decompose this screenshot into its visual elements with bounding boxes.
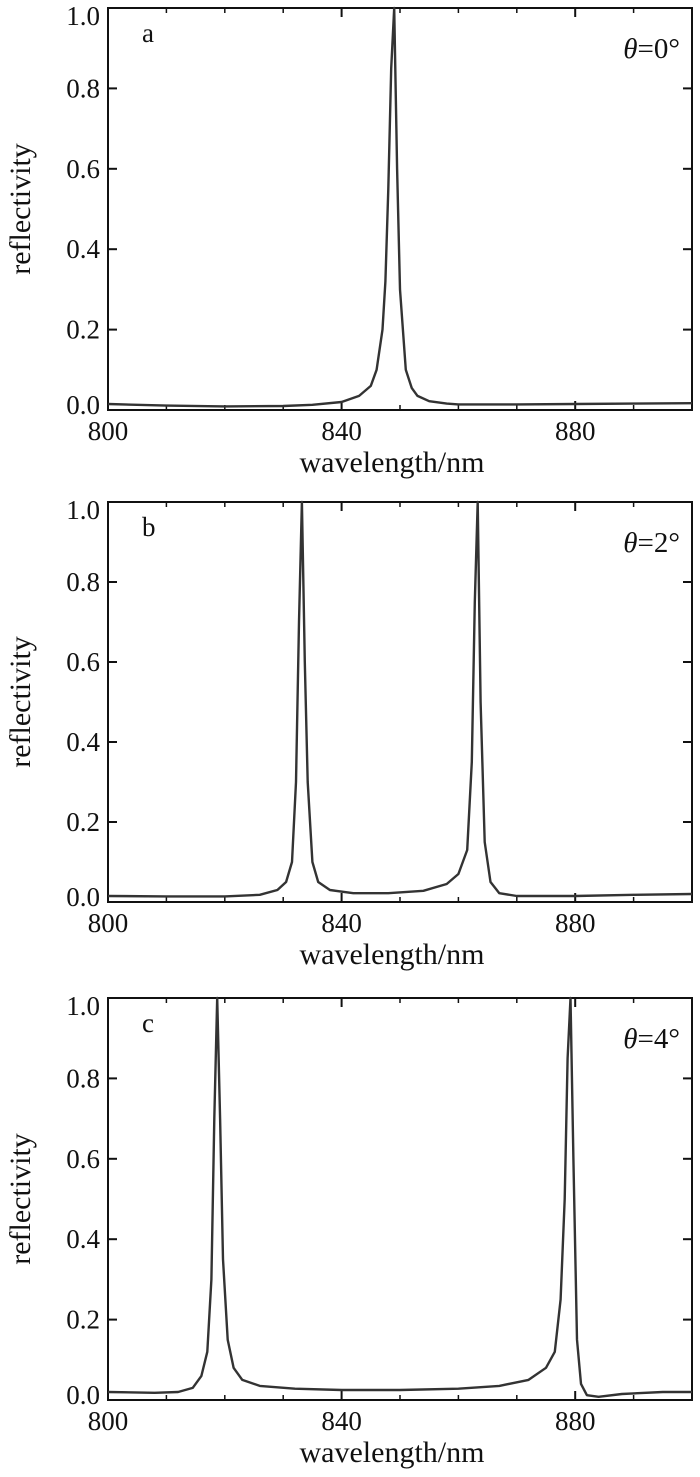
y-tick-label: 0.6 <box>66 154 100 184</box>
plot-frame <box>107 501 693 903</box>
chart-panel-c: 0.0 0.2 0.4 0.6 0.8 1.0 800 840 880 wavelength/nm… <box>4 991 693 1469</box>
x-tick-label: 880 <box>555 908 596 938</box>
chart-panel-b: 0.0 0.2 0.4 0.6 0.8 1.0 800 840 880 wavelength/nm… <box>4 495 693 971</box>
x-tick-label: 840 <box>321 416 362 446</box>
angle-value: =4° <box>638 1023 680 1055</box>
y-tick-label: 0.8 <box>66 1063 100 1093</box>
panel-label: b <box>142 512 156 542</box>
plot-frame <box>107 7 693 411</box>
x-tick-label: 880 <box>555 1406 596 1436</box>
x-tick-label: 840 <box>321 1406 362 1436</box>
reflectivity-series-line <box>107 6 693 408</box>
x-axis-title: wavelength/nm <box>300 1436 485 1469</box>
y-axis-title: reflectivity <box>4 143 37 275</box>
plot-frame <box>107 997 693 1401</box>
theta-symbol: θ <box>623 33 637 65</box>
angle-annotation: θ=0° <box>623 33 680 65</box>
x-tick-label: 880 <box>555 416 596 446</box>
y-tick-label: 0.2 <box>66 1305 100 1335</box>
x-tick-label: 800 <box>88 908 129 938</box>
y-tick-label: 1.0 <box>66 991 100 1021</box>
y-axis-title: reflectivity <box>4 636 37 768</box>
y-tick-label: 0.4 <box>66 1224 100 1254</box>
y-tick-label: 1.0 <box>66 495 100 525</box>
theta-symbol: θ <box>623 1023 637 1055</box>
reflectivity-series-line <box>107 500 693 898</box>
x-tick-label: 840 <box>321 908 362 938</box>
y-tick-label: 0.6 <box>66 647 100 677</box>
x-tick-label: 800 <box>88 1406 129 1436</box>
angle-value: =0° <box>638 33 680 65</box>
theta-symbol: θ <box>623 527 637 559</box>
panel-label: a <box>142 18 154 48</box>
y-tick-label: 0.4 <box>66 234 100 264</box>
angle-annotation: θ=2° <box>623 527 680 559</box>
y-tick-label: 0.0 <box>66 390 100 420</box>
y-tick-label: 0.0 <box>66 882 100 912</box>
y-tick-label: 0.8 <box>66 567 100 597</box>
y-tick-label: 0.8 <box>66 73 100 103</box>
y-tick-label: 0.2 <box>66 807 100 837</box>
reflectivity-series-line <box>107 996 692 1399</box>
x-axis-title: wavelength/nm <box>300 446 485 479</box>
y-tick-label: 1.0 <box>66 1 100 31</box>
angle-annotation: θ=4° <box>623 1023 680 1055</box>
y-tick-label: 0.4 <box>66 727 100 757</box>
y-tick-label: 0.0 <box>66 1380 100 1410</box>
y-axis-title: reflectivity <box>4 1133 37 1265</box>
x-tick-label: 800 <box>88 416 129 446</box>
angle-value: =2° <box>638 527 680 559</box>
chart-panel-a: 0.0 0.2 0.4 0.6 0.8 1.0 800 840 880 wavelength/nm… <box>4 1 693 479</box>
y-tick-label: 0.6 <box>66 1144 100 1174</box>
x-axis-title: wavelength/nm <box>300 938 485 971</box>
y-tick-label: 0.2 <box>66 315 100 345</box>
panel-label: c <box>142 1008 154 1038</box>
